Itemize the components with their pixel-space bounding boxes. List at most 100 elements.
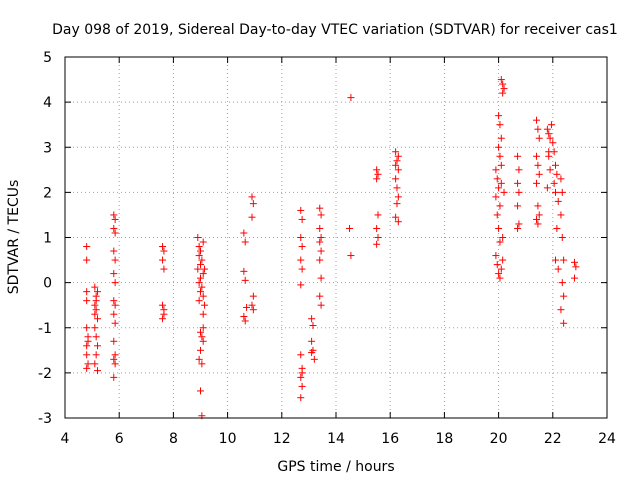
data-point	[500, 85, 508, 93]
data-point	[553, 224, 561, 232]
data-point	[91, 310, 99, 318]
data-point	[92, 333, 100, 341]
data-point	[514, 224, 522, 232]
data-point	[373, 175, 381, 183]
data-point	[317, 274, 325, 282]
data-point	[241, 317, 249, 325]
data-point	[546, 134, 554, 142]
data-point	[547, 121, 555, 129]
data-point	[533, 116, 541, 124]
data-point	[373, 224, 381, 232]
data-point	[553, 170, 561, 178]
data-point	[83, 324, 91, 332]
data-point	[197, 328, 204, 336]
data-point	[110, 297, 118, 305]
data-point	[492, 193, 500, 201]
data-point	[497, 161, 505, 169]
data-point	[159, 256, 167, 264]
data-point	[297, 256, 305, 264]
data-point	[110, 373, 118, 381]
data-point	[543, 184, 551, 192]
data-point	[243, 303, 251, 311]
data-point	[497, 76, 505, 84]
data-point	[534, 202, 542, 210]
data-point	[110, 247, 118, 255]
data-point	[495, 224, 503, 232]
data-point	[160, 247, 168, 255]
data-point	[94, 367, 102, 375]
x-tick-label: 6	[115, 431, 124, 447]
data-point	[201, 301, 209, 309]
data-point	[560, 256, 568, 264]
x-tick-label: 16	[381, 431, 399, 447]
data-point	[84, 333, 92, 341]
data-point	[199, 310, 207, 318]
data-point	[249, 292, 257, 300]
data-point	[197, 346, 204, 354]
data-point	[94, 342, 102, 350]
data-point	[533, 152, 541, 160]
data-point	[241, 238, 249, 246]
data-point	[111, 229, 119, 237]
data-point	[373, 166, 381, 174]
data-point	[392, 148, 400, 156]
data-point	[535, 170, 543, 178]
data-point	[346, 224, 354, 232]
data-point	[198, 360, 206, 368]
data-point	[495, 143, 503, 151]
data-point	[195, 243, 203, 251]
data-point	[495, 112, 503, 120]
data-point	[241, 276, 249, 284]
data-point	[297, 281, 305, 289]
data-point	[248, 301, 256, 309]
x-tick-label: 8	[169, 431, 178, 447]
y-tick-label: -2	[38, 366, 52, 382]
data-point	[558, 188, 566, 196]
data-point	[298, 265, 306, 273]
data-point	[500, 188, 508, 196]
data-point	[549, 139, 557, 147]
data-point	[316, 256, 324, 264]
data-point	[514, 202, 522, 210]
data-point	[91, 283, 99, 291]
data-point	[572, 263, 580, 271]
data-point	[515, 188, 523, 196]
y-tick-label: 5	[43, 50, 52, 66]
data-point	[110, 355, 118, 363]
data-point	[160, 265, 168, 273]
data-point	[201, 265, 209, 273]
data-point	[110, 270, 118, 278]
data-point	[554, 197, 562, 205]
data-point	[550, 148, 558, 156]
data-point	[393, 157, 401, 165]
data-point	[83, 243, 91, 251]
data-point	[316, 238, 324, 246]
data-point	[514, 152, 522, 160]
data-point	[497, 179, 505, 187]
data-point	[297, 234, 305, 241]
data-point	[374, 234, 382, 241]
data-point	[493, 211, 501, 219]
data-point	[91, 324, 99, 332]
data-point	[393, 184, 401, 192]
x-tick-label: 20	[490, 431, 508, 447]
data-point	[249, 200, 257, 208]
x-tick-label: 4	[61, 431, 70, 447]
data-point	[374, 170, 382, 178]
y-tick-label: 1	[43, 231, 52, 247]
y-axis-label: SDTVAR / TECUs	[6, 180, 22, 295]
data-point	[545, 152, 553, 160]
data-point	[554, 265, 562, 273]
data-point	[91, 360, 99, 368]
data-point	[394, 152, 402, 160]
data-point	[557, 306, 565, 314]
data-point	[92, 297, 100, 305]
data-point	[316, 204, 324, 212]
plot-frame	[64, 56, 608, 419]
data-point	[110, 211, 118, 219]
data-point	[570, 258, 578, 266]
data-point	[111, 351, 119, 359]
data-point	[110, 310, 118, 318]
data-point	[558, 279, 566, 287]
data-point	[394, 193, 402, 201]
